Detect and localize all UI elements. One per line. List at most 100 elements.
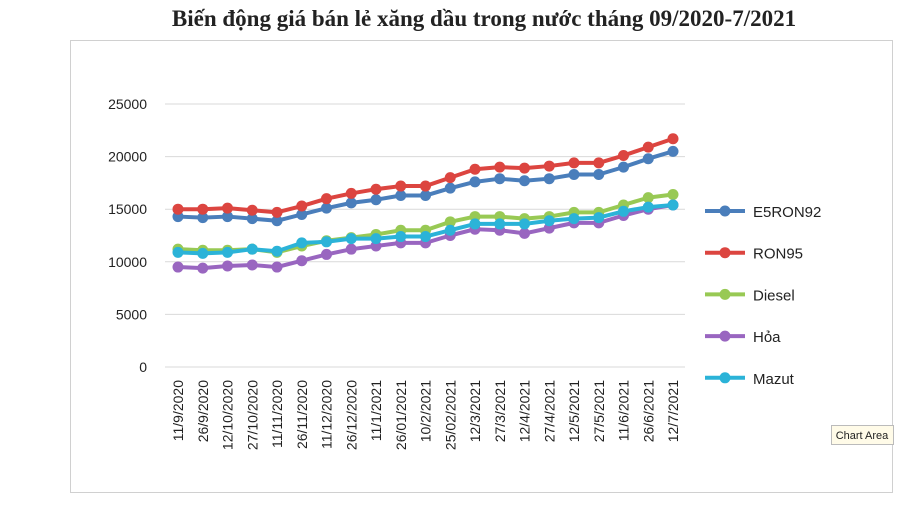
point (667, 145, 679, 157)
x-tick-label: 12/5/2021 (566, 380, 582, 442)
point (667, 199, 679, 211)
chart-title: Biến động giá bán lẻ xăng dầu trong nước… (172, 6, 796, 31)
point (321, 248, 332, 260)
point (345, 233, 357, 245)
point (444, 224, 456, 236)
y-tick-label: 15000 (108, 201, 147, 217)
point (296, 208, 308, 220)
x-tick-label: 27/5/2021 (591, 380, 607, 442)
point (222, 202, 233, 214)
legend-label: Mazut (753, 371, 795, 388)
point (642, 141, 654, 153)
point (568, 157, 580, 169)
x-tick-label: 12/4/2021 (517, 380, 533, 442)
point (593, 212, 605, 224)
point (345, 187, 357, 199)
legend-marker (719, 372, 731, 384)
point (395, 231, 407, 243)
point (345, 243, 357, 255)
point (642, 192, 654, 204)
x-tick-label: 10/2/2021 (418, 380, 434, 442)
x-tick-label: 26/9/2020 (195, 380, 211, 442)
x-tick-label: 11/9/2020 (170, 380, 186, 441)
x-tick-label: 12/7/2021 (665, 380, 681, 442)
point (172, 261, 184, 273)
point (618, 161, 629, 173)
point (395, 190, 407, 202)
x-tick-label: 26/12/2020 (343, 380, 359, 450)
y-tick-label: 10000 (108, 254, 147, 270)
point (321, 202, 332, 214)
tooltip: Chart Area (836, 430, 889, 442)
point (593, 168, 605, 180)
legend-marker (719, 205, 731, 217)
point (469, 218, 481, 230)
point (420, 190, 431, 202)
point (618, 150, 629, 162)
x-tick-label: 11/11/2020 (269, 380, 285, 448)
point (667, 188, 679, 200)
point (345, 197, 357, 209)
point (197, 212, 209, 224)
point (395, 180, 407, 192)
point (271, 261, 283, 273)
point (519, 218, 530, 230)
point (519, 227, 530, 239)
point (271, 206, 283, 218)
tooltip-box (831, 425, 894, 445)
point (469, 163, 481, 175)
x-tick-label: 26/11/2020 (294, 380, 310, 449)
point (246, 259, 258, 271)
point (370, 194, 382, 206)
point (370, 233, 382, 245)
point (197, 247, 209, 259)
point (568, 213, 580, 225)
point (667, 133, 679, 145)
point (172, 203, 184, 215)
point (321, 236, 332, 248)
chart-area (70, 40, 893, 493)
point (494, 218, 506, 230)
point (469, 176, 481, 188)
point (420, 180, 431, 192)
point (519, 175, 530, 187)
point (494, 173, 506, 185)
point (444, 216, 456, 228)
point (271, 215, 283, 227)
legend-label: Hỏa (753, 329, 781, 346)
point (618, 205, 629, 217)
point (642, 153, 654, 165)
x-tick-label: 26/6/2021 (640, 380, 656, 442)
point (172, 246, 184, 258)
x-tick-label: 11/1/2021 (368, 380, 384, 441)
point (593, 157, 605, 169)
point (296, 200, 308, 212)
x-tick-label: 27/3/2021 (492, 380, 508, 442)
y-tick-label: 20000 (108, 149, 147, 165)
x-tick-label: 11/12/2020 (319, 380, 335, 449)
point (197, 203, 209, 215)
point (494, 161, 506, 173)
y-tick-label: 25000 (108, 96, 147, 112)
y-tick-label: 5000 (116, 306, 147, 322)
point (519, 162, 530, 174)
x-tick-label: 27/10/2020 (244, 380, 260, 450)
point (420, 231, 431, 243)
point (222, 246, 233, 258)
y-tick-label: 0 (139, 359, 147, 375)
point (271, 245, 283, 257)
point (246, 243, 258, 255)
point (642, 201, 654, 213)
point (222, 211, 233, 223)
point (197, 262, 209, 274)
legend-marker (719, 330, 731, 342)
point (543, 215, 555, 227)
x-tick-label: 12/3/2021 (467, 380, 483, 442)
x-tick-label: 12/10/2020 (220, 380, 236, 450)
legend-marker (719, 247, 731, 259)
legend-label: E5RON92 (753, 204, 821, 221)
point (321, 193, 332, 205)
legend-label: RON95 (753, 246, 803, 263)
point (296, 237, 308, 249)
